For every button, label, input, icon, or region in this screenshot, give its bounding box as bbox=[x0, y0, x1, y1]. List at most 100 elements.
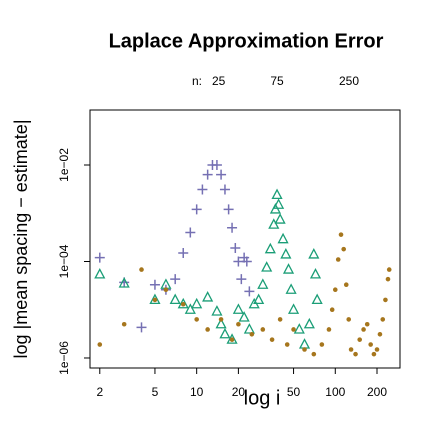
point bbox=[215, 317, 227, 329]
point bbox=[202, 169, 213, 180]
point bbox=[223, 204, 234, 215]
point bbox=[232, 303, 244, 314]
point bbox=[261, 261, 273, 272]
x-tick-label: 100 bbox=[325, 385, 345, 399]
point bbox=[380, 317, 386, 322]
point bbox=[97, 342, 103, 347]
point bbox=[244, 286, 255, 297]
legend-label: 250 bbox=[339, 74, 359, 88]
y-axis-label: log |mean spacing − estimate| bbox=[11, 120, 31, 359]
point bbox=[257, 278, 269, 289]
point bbox=[202, 291, 214, 302]
point bbox=[205, 327, 210, 332]
point bbox=[268, 218, 280, 229]
point bbox=[227, 222, 238, 233]
point bbox=[236, 274, 247, 285]
point bbox=[319, 342, 325, 347]
point bbox=[136, 322, 147, 333]
legend-label: 75 bbox=[270, 74, 284, 88]
point bbox=[341, 246, 346, 252]
point bbox=[291, 327, 296, 332]
point bbox=[282, 263, 295, 274]
point bbox=[385, 276, 391, 282]
point bbox=[170, 274, 181, 285]
x-tick-label: 10 bbox=[190, 385, 204, 399]
point bbox=[218, 317, 224, 322]
point bbox=[233, 256, 244, 267]
point bbox=[386, 267, 392, 272]
point bbox=[238, 311, 250, 322]
point bbox=[371, 351, 377, 357]
point bbox=[326, 327, 332, 332]
point bbox=[277, 232, 289, 244]
y-tick-label: 1e−02 bbox=[57, 148, 71, 182]
x-tick-label: 5 bbox=[152, 385, 159, 399]
point bbox=[285, 283, 297, 294]
y-tick-label: 1e−06 bbox=[57, 341, 71, 375]
point bbox=[178, 247, 189, 258]
point bbox=[229, 337, 235, 342]
point bbox=[343, 282, 349, 288]
point bbox=[348, 347, 354, 352]
point bbox=[311, 351, 317, 357]
point bbox=[293, 323, 305, 334]
point bbox=[249, 331, 255, 337]
point bbox=[191, 204, 202, 215]
x-tick-label: 50 bbox=[287, 385, 301, 399]
point bbox=[338, 232, 344, 237]
point bbox=[302, 347, 307, 352]
point bbox=[353, 351, 358, 357]
point bbox=[274, 213, 286, 224]
point bbox=[219, 327, 231, 339]
chart-title: Laplace Approximation Error bbox=[109, 30, 384, 52]
point bbox=[264, 242, 276, 254]
point bbox=[121, 321, 127, 327]
point bbox=[271, 188, 283, 200]
x-tick-label: 2 bbox=[96, 385, 103, 399]
point bbox=[273, 198, 285, 209]
point bbox=[311, 293, 323, 305]
point bbox=[94, 268, 106, 279]
point bbox=[253, 293, 265, 305]
point bbox=[269, 337, 275, 342]
point bbox=[177, 297, 189, 309]
point bbox=[260, 327, 266, 332]
point bbox=[277, 317, 283, 322]
point bbox=[287, 303, 300, 314]
point bbox=[118, 277, 130, 288]
legend-title: n: bbox=[192, 74, 202, 88]
point bbox=[211, 305, 223, 316]
point bbox=[374, 347, 380, 352]
point bbox=[197, 184, 208, 195]
point bbox=[230, 243, 241, 254]
point bbox=[149, 279, 160, 290]
point bbox=[361, 327, 366, 332]
point bbox=[383, 297, 388, 303]
point bbox=[169, 293, 181, 305]
point bbox=[241, 256, 252, 267]
point bbox=[180, 301, 186, 307]
x-tick-label: 200 bbox=[367, 385, 387, 399]
point bbox=[332, 287, 338, 293]
point bbox=[308, 248, 320, 259]
point bbox=[236, 321, 241, 327]
point bbox=[194, 317, 199, 322]
plot-frame bbox=[89, 109, 401, 369]
point bbox=[94, 252, 105, 263]
point bbox=[309, 268, 322, 279]
x-tick-label: 20 bbox=[232, 385, 246, 399]
point bbox=[211, 159, 222, 170]
point bbox=[284, 342, 290, 347]
point bbox=[368, 342, 373, 347]
point bbox=[243, 323, 255, 334]
point bbox=[149, 293, 161, 305]
point bbox=[298, 338, 311, 349]
point bbox=[357, 337, 362, 342]
x-axis-label: log i bbox=[244, 387, 281, 409]
point bbox=[377, 331, 383, 337]
point bbox=[139, 267, 144, 272]
point bbox=[152, 297, 158, 303]
y-tick-label: 1e−04 bbox=[57, 244, 71, 278]
point bbox=[303, 317, 315, 329]
